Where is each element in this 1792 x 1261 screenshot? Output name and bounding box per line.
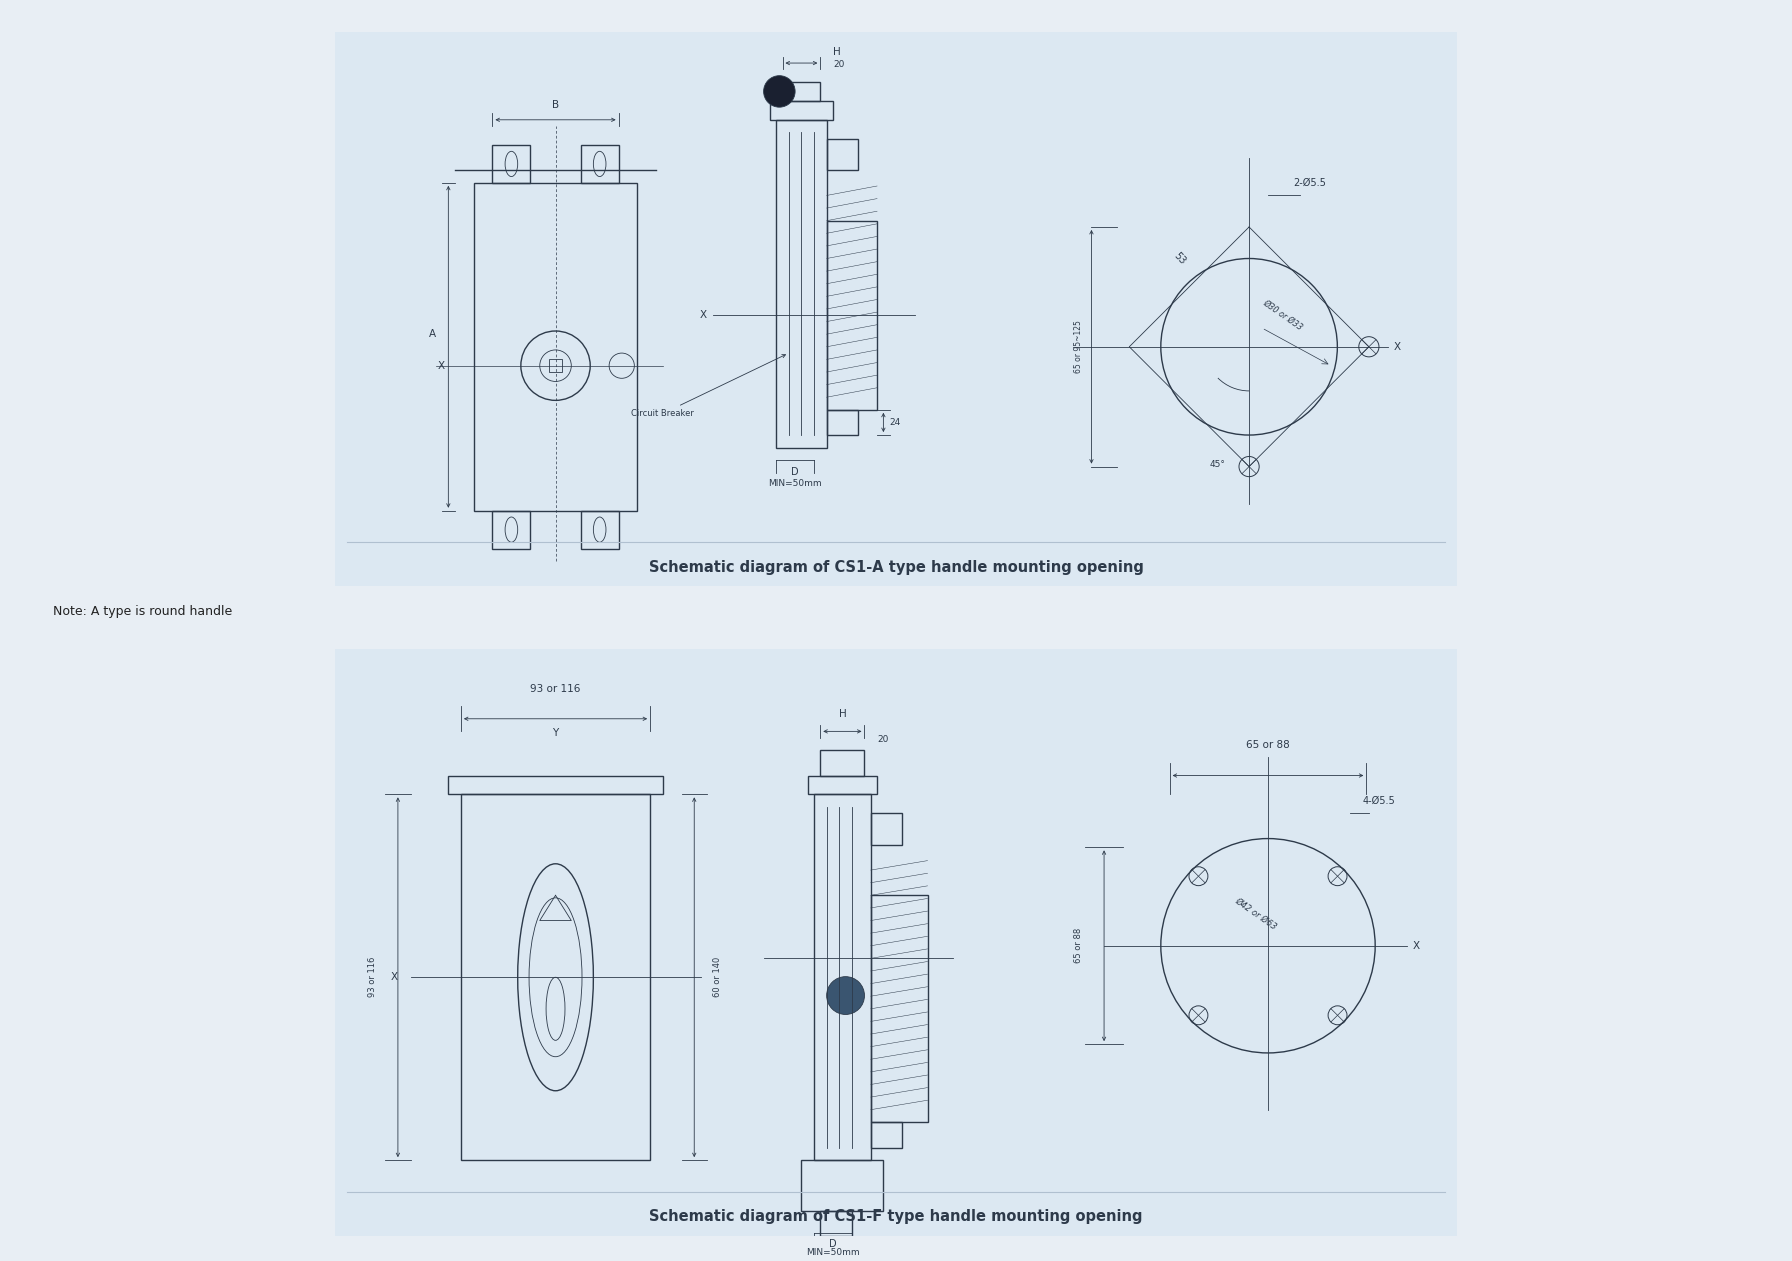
Bar (808, 776, 876, 794)
Text: H: H (833, 47, 840, 57)
Text: Y: Y (552, 728, 559, 738)
Text: A: A (428, 329, 435, 339)
Text: X: X (1394, 342, 1401, 352)
Bar (826, 410, 858, 435)
Circle shape (763, 76, 796, 107)
Bar (581, 145, 618, 183)
Text: 24: 24 (889, 417, 901, 427)
Text: 2-Ø5.5: 2-Ø5.5 (1294, 178, 1326, 188)
Text: 45°: 45° (1210, 460, 1226, 469)
Bar (826, 221, 876, 410)
Text: Circuit Breaker: Circuit Breaker (631, 354, 785, 419)
Text: 93 or 116: 93 or 116 (367, 957, 376, 997)
Text: X: X (699, 310, 706, 320)
Bar (871, 813, 903, 845)
Text: Schematic diagram of CS1-F type handle mounting opening: Schematic diagram of CS1-F type handle m… (649, 1209, 1143, 1224)
Text: D: D (830, 1238, 837, 1248)
Bar (814, 794, 871, 1160)
Text: 60 or 140: 60 or 140 (713, 957, 722, 997)
Bar (493, 145, 530, 183)
Bar (473, 183, 638, 511)
Text: 65 or 95~125: 65 or 95~125 (1075, 320, 1084, 373)
Text: 93 or 116: 93 or 116 (530, 683, 581, 694)
Bar (801, 1160, 883, 1211)
Bar (548, 359, 563, 372)
Text: D: D (792, 467, 799, 477)
Bar (461, 794, 650, 1160)
Bar (493, 511, 530, 549)
Text: 65 or 88: 65 or 88 (1075, 928, 1084, 963)
Text: Ø30 or Ø33: Ø30 or Ø33 (1262, 299, 1305, 332)
Bar (771, 101, 833, 120)
Text: 4-Ø5.5: 4-Ø5.5 (1362, 796, 1396, 806)
Text: 65 or 88: 65 or 88 (1245, 740, 1290, 750)
Bar (581, 511, 618, 549)
Text: 20: 20 (833, 61, 844, 69)
Text: MIN=50mm: MIN=50mm (806, 1248, 860, 1257)
Text: B: B (552, 101, 559, 110)
Bar (871, 895, 928, 1122)
Bar (448, 776, 663, 794)
Text: X: X (437, 361, 444, 371)
Bar (776, 120, 826, 448)
Bar (826, 139, 858, 170)
Bar (821, 750, 864, 776)
Text: Ø42 or Ø63: Ø42 or Ø63 (1233, 897, 1278, 932)
Circle shape (826, 976, 864, 1014)
Text: 53: 53 (1172, 251, 1188, 266)
Bar (783, 82, 821, 101)
Text: H: H (839, 709, 846, 719)
Bar (871, 1122, 903, 1148)
Text: Note: A type is round handle: Note: A type is round handle (54, 605, 233, 618)
Text: Schematic diagram of CS1-A type handle mounting opening: Schematic diagram of CS1-A type handle m… (649, 560, 1143, 575)
Text: X: X (1414, 941, 1419, 951)
Bar (821, 1211, 851, 1236)
Text: X: X (391, 972, 398, 982)
Text: 20: 20 (876, 735, 889, 744)
Text: MIN=50mm: MIN=50mm (769, 479, 823, 488)
